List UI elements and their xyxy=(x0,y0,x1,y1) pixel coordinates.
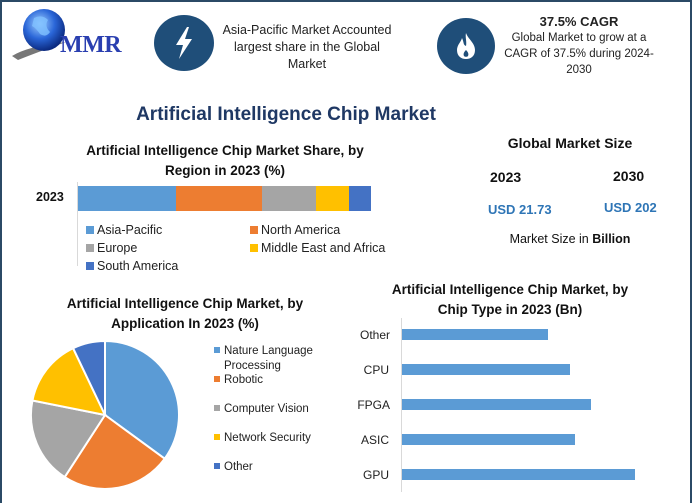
market-size-year-2023: 2023 xyxy=(490,169,522,185)
market-size-value-2030: USD 202 xyxy=(604,200,657,215)
legend-label: Processing xyxy=(224,360,281,372)
bar-cpu xyxy=(402,364,570,375)
cagr-title: 37.5% CAGR xyxy=(539,14,619,29)
info-line: Global Market to grow at a xyxy=(511,32,647,44)
legend-label: North America xyxy=(261,223,341,237)
swatch-icon xyxy=(214,405,220,411)
legend-label: Europe xyxy=(97,241,138,255)
bar-segment-europe xyxy=(262,186,316,211)
swatch-icon xyxy=(86,226,94,234)
flame-icon xyxy=(437,18,495,74)
swatch-icon xyxy=(214,463,220,469)
bar-other xyxy=(402,329,548,340)
bar-gpu xyxy=(402,469,635,480)
legend-label: Other xyxy=(224,461,253,473)
legend-label: Robotic xyxy=(224,374,263,386)
legend-label: Middle East and Africa xyxy=(261,241,386,255)
info-line: largest share in the Global xyxy=(234,40,380,54)
bar-label-cpu: CPU xyxy=(363,363,389,377)
pie-legend-nlp: Nature Language Processing xyxy=(214,344,313,374)
bar-segment-south-america xyxy=(349,186,371,211)
title-line: Artificial Intelligence Chip Market, by xyxy=(391,282,629,297)
info-line: CAGR of 37.5% during 2024- xyxy=(504,48,654,60)
region-year-label: 2023 xyxy=(36,190,64,204)
chip-type-chart-title: Artificial Intelligence Chip Market, by … xyxy=(370,280,650,320)
market-size-unit: Market Size in Billion xyxy=(480,232,660,246)
bar-label-gpu: GPU xyxy=(362,468,389,482)
title-line: Artificial Intelligence Chip Market, by xyxy=(66,296,304,311)
bar-fpga xyxy=(402,399,591,410)
region-stacked-bar xyxy=(78,186,371,211)
logo-text: MMR xyxy=(60,32,122,58)
legend-label: Network Security xyxy=(224,432,311,444)
bar-label-fpga: FPGA xyxy=(357,398,390,412)
swatch-icon xyxy=(250,244,258,252)
swatch-icon xyxy=(250,226,258,234)
legend-middle-east-africa: Middle East and Africa xyxy=(250,241,385,255)
info-line: 2030 xyxy=(566,64,592,76)
legend-asia-pacific: Asia-Pacific xyxy=(86,223,162,237)
bar-asic xyxy=(402,434,575,445)
legend-label: South America xyxy=(97,259,179,273)
swatch-icon xyxy=(214,434,220,440)
application-pie-chart xyxy=(29,339,180,491)
pie-slice-other xyxy=(71,339,106,416)
unit-bold: Billion xyxy=(592,232,631,246)
market-size-year-2030: 2030 xyxy=(613,168,645,184)
pie-legend-computer-vision: Computer Vision xyxy=(214,402,309,417)
bar-segment-asia-pacific xyxy=(78,186,176,211)
pie-legend-other: Other xyxy=(214,460,253,475)
title-line: Region in 2023 (%) xyxy=(164,163,286,178)
bar-label-asic: ASIC xyxy=(360,433,389,447)
legend-south-america: South America xyxy=(86,259,178,273)
pie-legend-robotic: Robotic xyxy=(214,373,263,388)
swatch-icon xyxy=(214,376,220,382)
application-chart-title: Artificial Intelligence Chip Market, by … xyxy=(40,294,330,334)
pie-slice-robotic xyxy=(63,413,167,491)
pie-slice-network-security xyxy=(31,346,107,417)
pie-legend-network-security: Network Security xyxy=(214,431,311,446)
bar-label-other: Other xyxy=(359,328,390,342)
bar-segment-north-america xyxy=(176,186,262,211)
unit-prefix: Market Size in xyxy=(509,232,593,246)
cagr-info: 37.5% CAGR Global Market to grow at a CA… xyxy=(494,13,664,78)
legend-north-america: North America xyxy=(250,223,340,237)
legend-label: Asia-Pacific xyxy=(97,223,163,237)
lightning-icon xyxy=(154,15,214,71)
market-size-value-2023: USD 21.73 xyxy=(488,202,552,217)
region-chart-title: Artificial Intelligence Chip Market Shar… xyxy=(60,141,390,181)
asia-pacific-info: Asia-Pacific Market Accounted largest sh… xyxy=(212,22,402,73)
title-line: Chip Type in 2023 (Bn) xyxy=(437,302,583,317)
title-line: Application In 2023 (%) xyxy=(111,316,259,331)
info-line: Market xyxy=(287,57,327,71)
legend-label: Computer Vision xyxy=(224,403,309,415)
swatch-icon xyxy=(86,244,94,252)
chip-type-axis xyxy=(401,318,402,492)
pie-slice-nlp xyxy=(104,339,180,461)
swatch-icon xyxy=(86,262,94,270)
page-title: Artificial Intelligence Chip Market xyxy=(136,104,436,125)
bar-segment-middle-east-africa xyxy=(316,186,349,211)
mmr-logo: MMR xyxy=(8,6,148,66)
swatch-icon xyxy=(214,347,220,353)
legend-label: Nature Language xyxy=(224,345,313,357)
title-line: Artificial Intelligence Chip Market Shar… xyxy=(86,143,364,158)
pie-slice-computer-vision xyxy=(29,399,107,479)
region-axis xyxy=(77,182,78,266)
info-line: Asia-Pacific Market Accounted xyxy=(222,23,392,37)
legend-europe: Europe xyxy=(86,241,137,255)
market-size-title: Global Market Size xyxy=(507,135,633,151)
globe-icon xyxy=(12,9,66,60)
